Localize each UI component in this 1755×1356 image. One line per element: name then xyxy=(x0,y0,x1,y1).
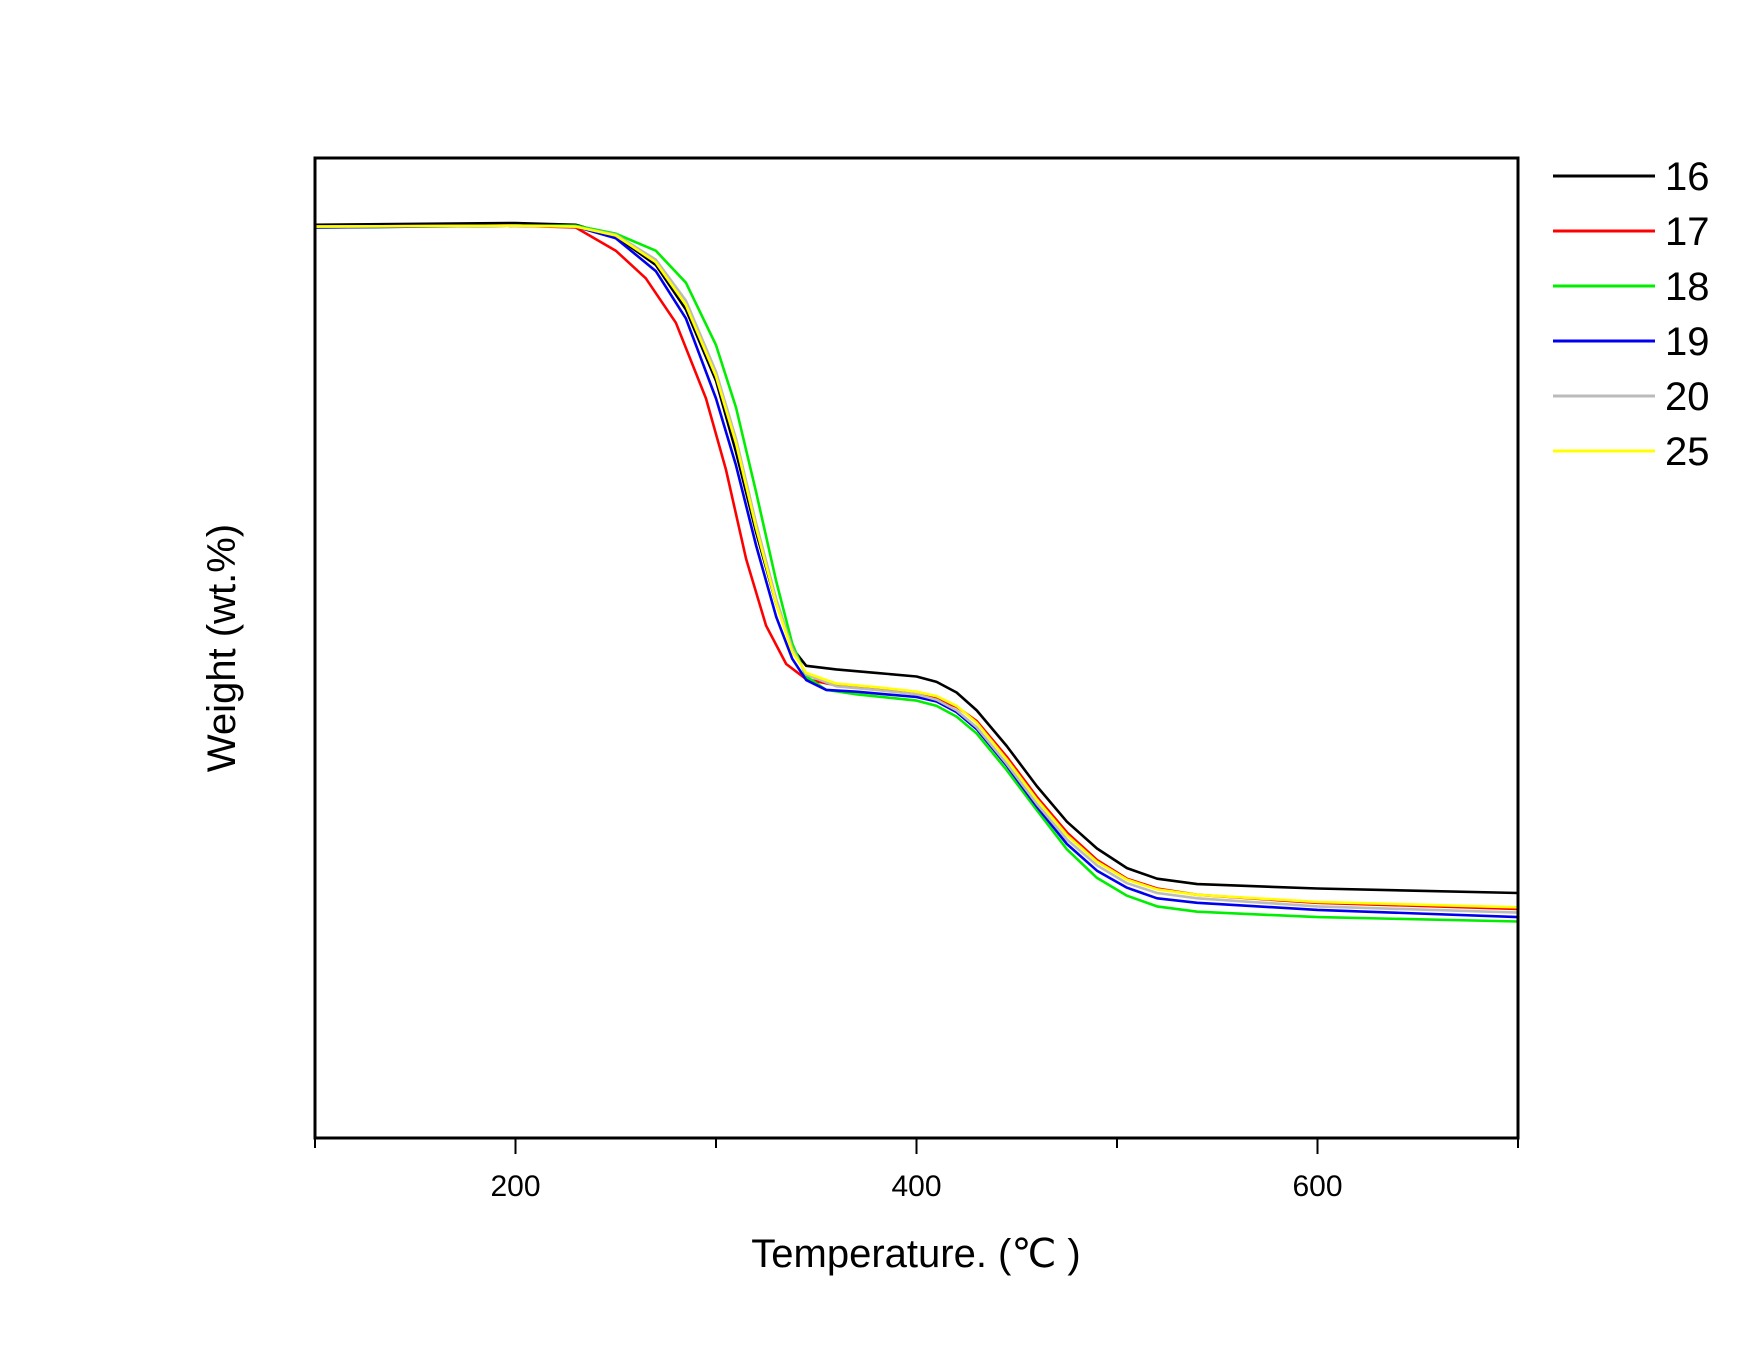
series-line-20 xyxy=(313,224,1520,914)
legend-label-25: 25 xyxy=(1665,430,1710,474)
legend-label-16: 16 xyxy=(1665,155,1710,199)
legend-label-19: 19 xyxy=(1665,320,1710,364)
y-axis-title: Weight (wt.%) xyxy=(200,524,244,772)
x-tick-label-0: 200 xyxy=(490,1170,540,1203)
legend: 16 17 18 19 20 25 xyxy=(1553,155,1710,474)
series-line-19 xyxy=(313,224,1520,919)
series-line-16 xyxy=(313,221,1520,895)
series-layer xyxy=(313,221,1520,923)
legend-label-17: 17 xyxy=(1665,210,1710,254)
x-tick-label-2: 600 xyxy=(1292,1170,1342,1203)
x-minor-ticks xyxy=(314,1138,1519,1148)
x-axis-title: Temperature. (℃ ) xyxy=(751,1232,1080,1276)
x-tick-labels: 200 400 600 xyxy=(490,1170,1342,1203)
legend-label-18: 18 xyxy=(1665,265,1710,309)
series-line-25 xyxy=(313,224,1520,909)
x-major-ticks xyxy=(514,1138,1319,1154)
series-line-17 xyxy=(313,224,1520,911)
legend-label-20: 20 xyxy=(1665,375,1710,419)
plot-frame xyxy=(313,156,1520,1140)
series-line-18 xyxy=(313,224,1520,923)
x-tick-label-1: 400 xyxy=(891,1170,941,1203)
